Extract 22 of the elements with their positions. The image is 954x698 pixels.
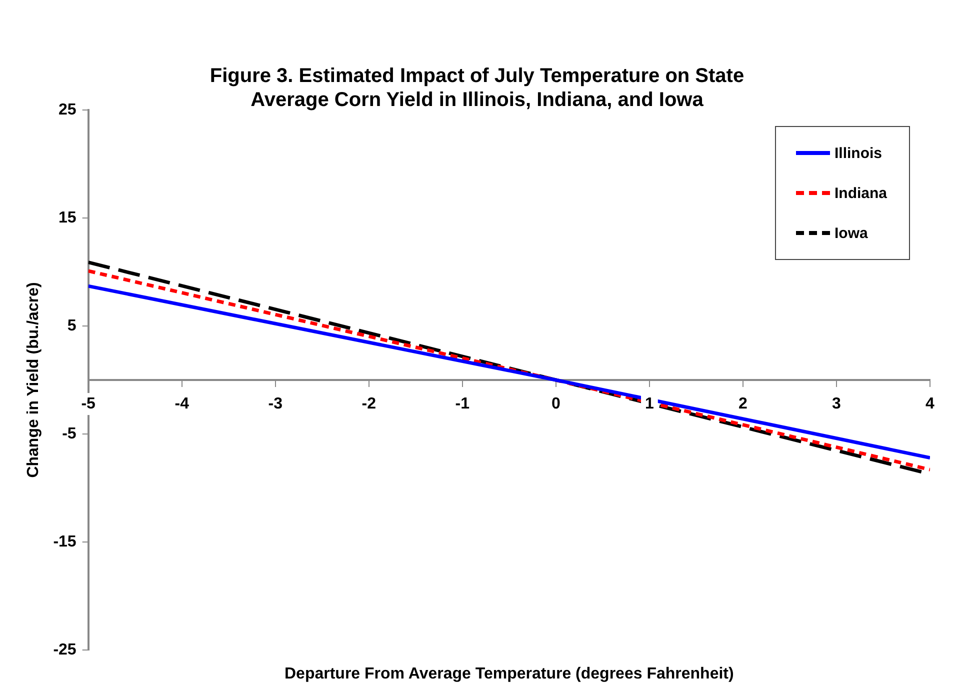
x-tick-label: 1: [644, 395, 654, 412]
y-tick-label: -5: [62, 425, 76, 442]
x-tick-label: -3: [268, 395, 283, 412]
y-tick-label: 25: [58, 101, 76, 118]
x-tick-label: 4: [926, 395, 935, 412]
x-tick-label: -5: [81, 395, 96, 412]
legend-label: Illinois: [834, 144, 882, 162]
x-tick-label: 0: [551, 395, 560, 412]
y-tick-label: -25: [53, 641, 76, 658]
x-tick-label: -4: [174, 395, 190, 412]
x-tick-label: 2: [738, 395, 748, 412]
y-tick-label: 5: [67, 317, 76, 334]
x-tick-label: -1: [455, 395, 470, 412]
x-tick-label: 3: [832, 395, 842, 412]
y-tick-label: -15: [53, 533, 76, 550]
y-axis-title: Change in Yield (bu./acre): [25, 282, 42, 478]
chart-title: Figure 3. Estimated Impact of July Temperature on State Average Corn Yield in Illinois, Indiana, and Iowa: [208, 64, 746, 112]
x-tick-label: -2: [362, 395, 376, 412]
legend-label: Iowa: [834, 224, 868, 242]
x-axis-title: Departure From Average Temperature (degrees Fahrenheit): [284, 665, 734, 682]
legend-label: Indiana: [834, 184, 887, 202]
y-tick-label: 15: [58, 209, 76, 226]
